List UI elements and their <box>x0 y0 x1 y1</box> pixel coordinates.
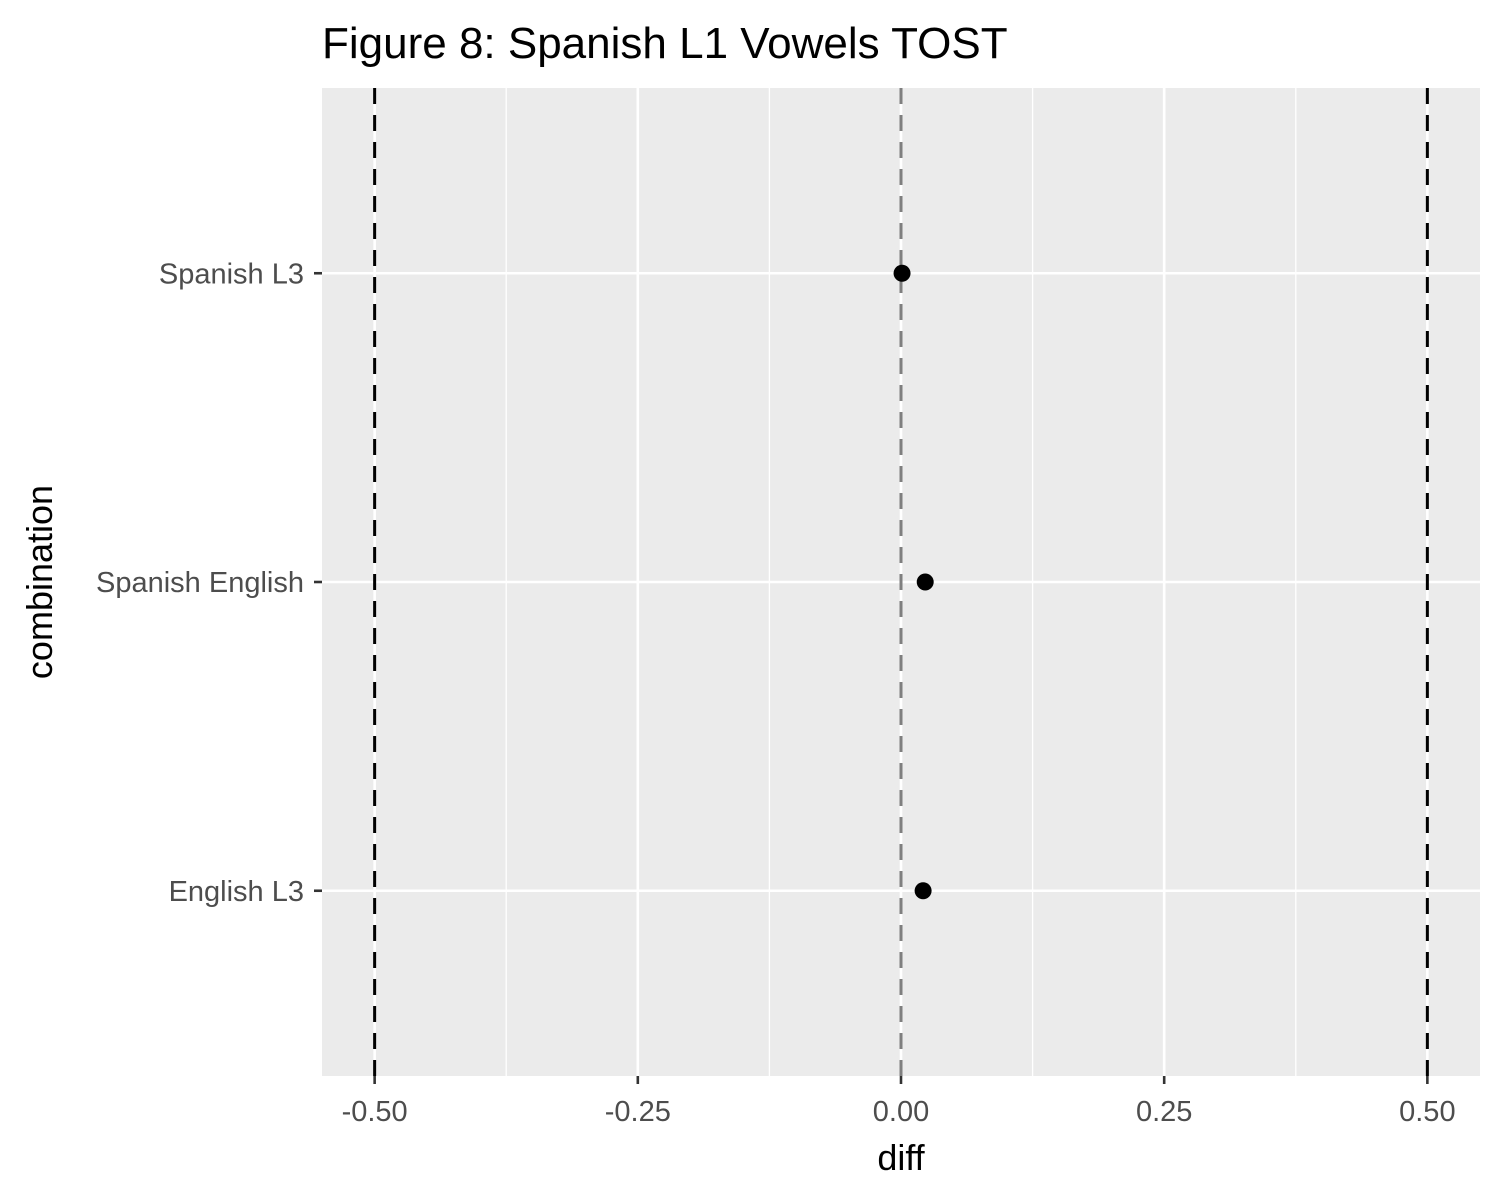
chart-title: Figure 8: Spanish L1 Vowels TOST <box>322 19 1008 68</box>
reference-lines <box>373 88 1429 1076</box>
x-axis-title: diff <box>877 1137 925 1178</box>
x-tick-label: -0.50 <box>342 1096 408 1128</box>
x-tick-label: -0.25 <box>605 1096 671 1128</box>
y-tick-label: Spanish L3 <box>159 258 304 290</box>
data-point <box>916 573 934 591</box>
x-tick-label: 0.25 <box>1136 1096 1192 1128</box>
y-tick-label: Spanish English <box>96 567 304 599</box>
data-points <box>893 264 934 900</box>
x-axis: -0.50 -0.25 0.00 0.25 0.50 <box>342 1076 1456 1128</box>
x-tick-label: 0.50 <box>1399 1096 1455 1128</box>
data-point <box>914 882 932 900</box>
data-point <box>893 264 911 282</box>
x-tick-label: 0.00 <box>873 1096 929 1128</box>
y-axis: Spanish L3 Spanish English English L3 <box>96 258 322 908</box>
y-tick-label: English L3 <box>169 876 304 908</box>
y-axis-title: combination <box>19 485 60 679</box>
